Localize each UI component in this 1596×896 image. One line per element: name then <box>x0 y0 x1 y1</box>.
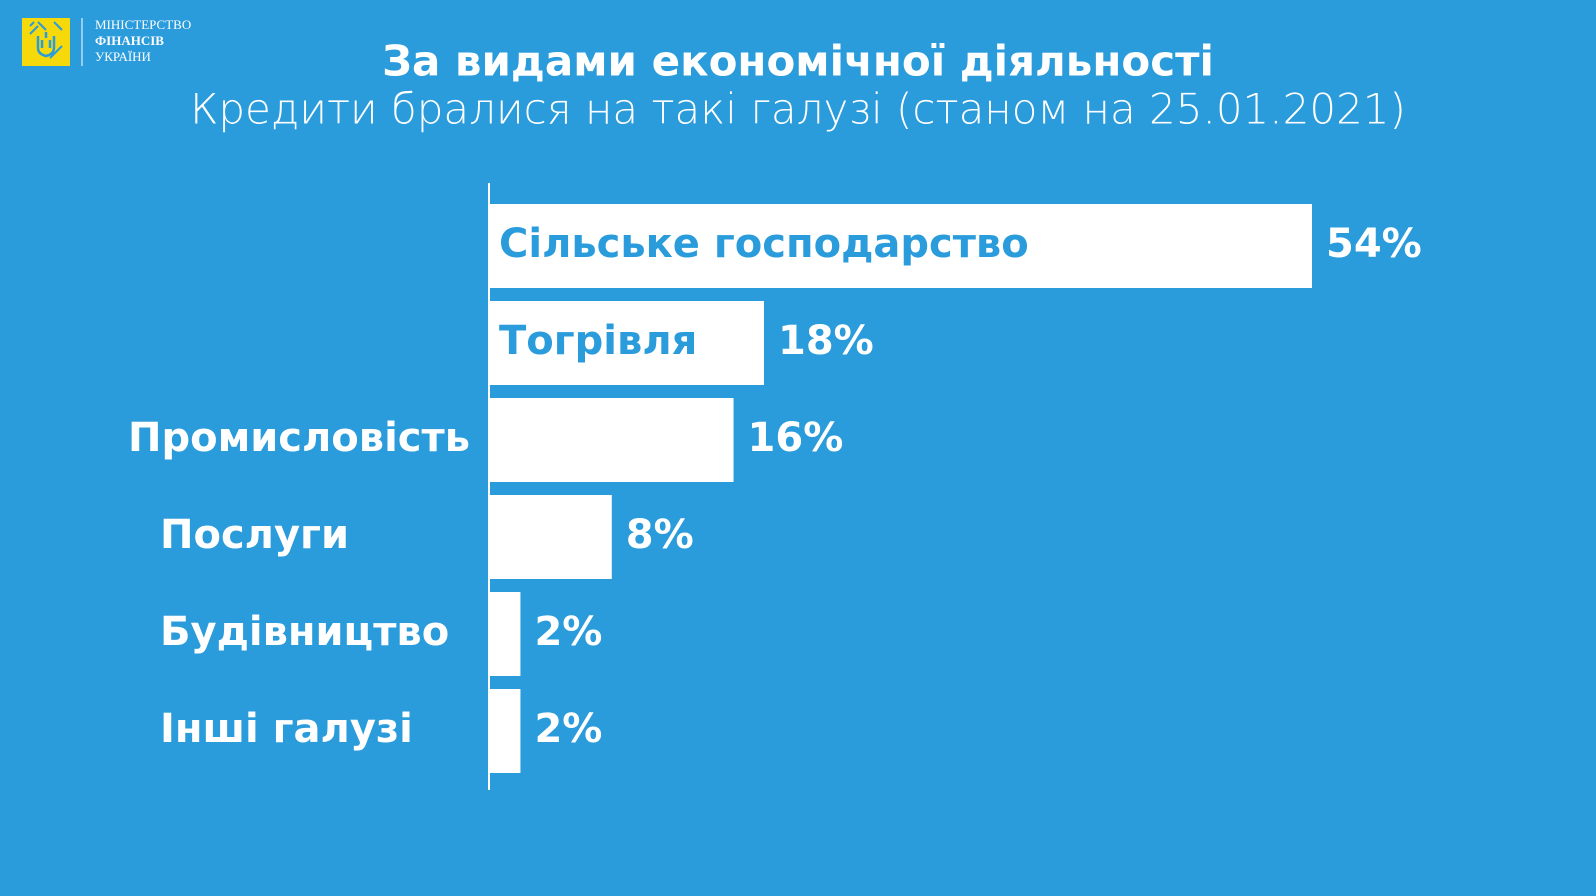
bar <box>490 495 612 579</box>
category-label: Послуги <box>160 512 349 558</box>
value-label: 2% <box>534 706 602 752</box>
category-label: Промисловість <box>128 415 470 461</box>
bar <box>490 592 521 676</box>
bar <box>490 398 734 482</box>
bar <box>490 301 764 385</box>
chart-subtitle: Кредити бралися на такі галузі (станом н… <box>190 85 1406 134</box>
category-label: Сільське господарство <box>499 221 1029 267</box>
logo-trident <box>36 32 56 58</box>
value-label: 16% <box>748 415 844 461</box>
value-label: 54% <box>1326 221 1422 267</box>
logo-text: УКРАЇНИ <box>95 49 151 64</box>
category-label: Будівництво <box>160 609 449 655</box>
logo: МІНІСТЕРСТВО ФІНАНСІВ УКРАЇНИ <box>22 17 191 66</box>
chart-title: За видами економічної діяльності <box>382 37 1214 86</box>
logo-text: МІНІСТЕРСТВО <box>95 17 191 32</box>
value-label: 18% <box>778 318 874 364</box>
logo-stripes <box>29 21 63 59</box>
value-label: 2% <box>534 609 602 655</box>
category-label: Тогрівля <box>499 318 697 364</box>
bar <box>490 689 521 773</box>
bar <box>490 204 1312 288</box>
value-label: 8% <box>626 512 694 558</box>
category-label: Інші галузі <box>160 706 413 752</box>
logo-emblem <box>22 18 70 66</box>
logo-text: ФІНАНСІВ <box>95 33 164 48</box>
